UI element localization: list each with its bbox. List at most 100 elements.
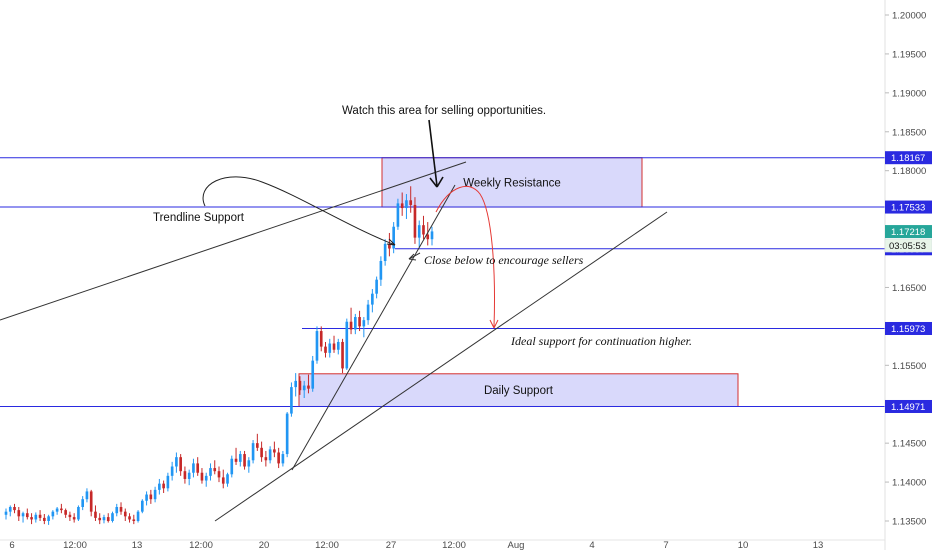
candle bbox=[43, 513, 46, 525]
candle bbox=[64, 508, 67, 518]
candle-body bbox=[375, 279, 378, 294]
candle bbox=[51, 510, 55, 520]
time-axis[interactable]: 6 12:00 13 12:00 20 12:00 27 12:00 Aug 4 7 10 13 bbox=[0, 539, 885, 550]
candle-body bbox=[226, 474, 229, 484]
candle bbox=[149, 489, 153, 504]
price-tags-layer: 1.181671.175331.169971.159731.149711.172… bbox=[884, 151, 932, 413]
candle-body bbox=[400, 203, 404, 209]
candle bbox=[349, 307, 353, 335]
candle bbox=[426, 222, 430, 246]
candle bbox=[226, 472, 229, 487]
trendline-annotation: Trendline Support bbox=[153, 212, 245, 224]
candle-body bbox=[430, 231, 434, 240]
candle bbox=[123, 508, 127, 521]
candle bbox=[200, 468, 204, 484]
candle bbox=[243, 450, 246, 470]
candle bbox=[38, 510, 42, 521]
candle bbox=[145, 491, 148, 506]
candle-body bbox=[196, 463, 200, 473]
candle-body bbox=[43, 517, 46, 521]
level-tag-label: 1.17533 bbox=[891, 203, 925, 214]
price-tick-label: 1.19000 bbox=[892, 88, 926, 99]
candle bbox=[72, 513, 76, 523]
time-tick-label: Aug bbox=[508, 540, 525, 550]
candle bbox=[281, 450, 285, 467]
candle-body bbox=[170, 466, 174, 476]
outer-trendline[interactable] bbox=[0, 161, 467, 321]
candle-body bbox=[77, 506, 80, 520]
candle bbox=[213, 460, 217, 475]
candle-body bbox=[388, 243, 391, 249]
close-below-annotation: Close below to encourage sellers bbox=[424, 253, 584, 267]
candle-body bbox=[38, 514, 42, 518]
candle-body bbox=[192, 463, 195, 473]
candle-body bbox=[251, 443, 255, 461]
candle-body bbox=[21, 513, 25, 517]
candle-body bbox=[72, 517, 76, 520]
candle-body bbox=[328, 343, 332, 353]
annotations-layer: Watch this area for selling opportunitie… bbox=[153, 105, 692, 348]
candle bbox=[179, 454, 182, 476]
weekly-resistance-zone[interactable] bbox=[381, 157, 643, 208]
level-tag-label: 1.14971 bbox=[891, 402, 925, 413]
long-trendline[interactable] bbox=[214, 211, 668, 522]
candle bbox=[417, 220, 421, 247]
candle bbox=[247, 457, 251, 473]
candle bbox=[187, 469, 191, 486]
price-tick-label: 1.19500 bbox=[892, 49, 926, 60]
candle bbox=[153, 486, 157, 503]
candle bbox=[315, 326, 319, 364]
candle-body bbox=[158, 483, 161, 490]
time-tick-label: 12:00 bbox=[442, 540, 466, 550]
candle-body bbox=[34, 514, 38, 520]
candle-body bbox=[145, 494, 148, 501]
level-tag-label: 1.18167 bbox=[891, 153, 925, 164]
candle bbox=[392, 222, 395, 254]
candle-body bbox=[238, 454, 242, 462]
steep-trendline[interactable] bbox=[291, 184, 456, 471]
candle bbox=[25, 508, 29, 520]
candle bbox=[294, 373, 298, 397]
candle-body bbox=[81, 499, 85, 507]
candle-body bbox=[149, 494, 153, 500]
candle-body bbox=[25, 513, 29, 518]
candle bbox=[260, 441, 263, 462]
candle-body bbox=[290, 387, 293, 414]
last-price-tag-bg bbox=[885, 225, 932, 239]
candle-body bbox=[285, 413, 289, 455]
level-tag-label: 1.15973 bbox=[891, 324, 925, 335]
price-tick-label: 1.16500 bbox=[892, 283, 926, 294]
candle bbox=[60, 503, 63, 514]
time-tick-label: 13 bbox=[813, 540, 824, 550]
candle bbox=[136, 510, 140, 523]
candle bbox=[192, 458, 195, 478]
candle bbox=[290, 382, 293, 417]
candle-body bbox=[409, 200, 413, 205]
candle-body bbox=[366, 304, 370, 321]
candle bbox=[34, 512, 38, 523]
price-tick-label: 1.13500 bbox=[892, 517, 926, 528]
candle-body bbox=[256, 443, 259, 448]
candle bbox=[264, 450, 268, 467]
candle-body bbox=[260, 447, 263, 458]
candle bbox=[405, 194, 408, 219]
candle bbox=[128, 513, 131, 523]
candle bbox=[98, 513, 102, 525]
candle bbox=[68, 511, 72, 521]
candle-body bbox=[336, 341, 340, 350]
candle-body bbox=[162, 483, 165, 489]
candle bbox=[170, 461, 174, 481]
candle bbox=[256, 433, 259, 451]
candle bbox=[221, 469, 225, 489]
price-tick-label: 1.18500 bbox=[892, 127, 926, 138]
candle bbox=[175, 452, 178, 473]
candle bbox=[358, 310, 361, 332]
trendline-callout-arrowhead bbox=[386, 238, 396, 246]
candle-body bbox=[230, 458, 234, 475]
candle bbox=[396, 198, 400, 230]
candle-body bbox=[277, 452, 280, 464]
candle-body bbox=[315, 331, 319, 361]
candle-body bbox=[324, 346, 327, 353]
